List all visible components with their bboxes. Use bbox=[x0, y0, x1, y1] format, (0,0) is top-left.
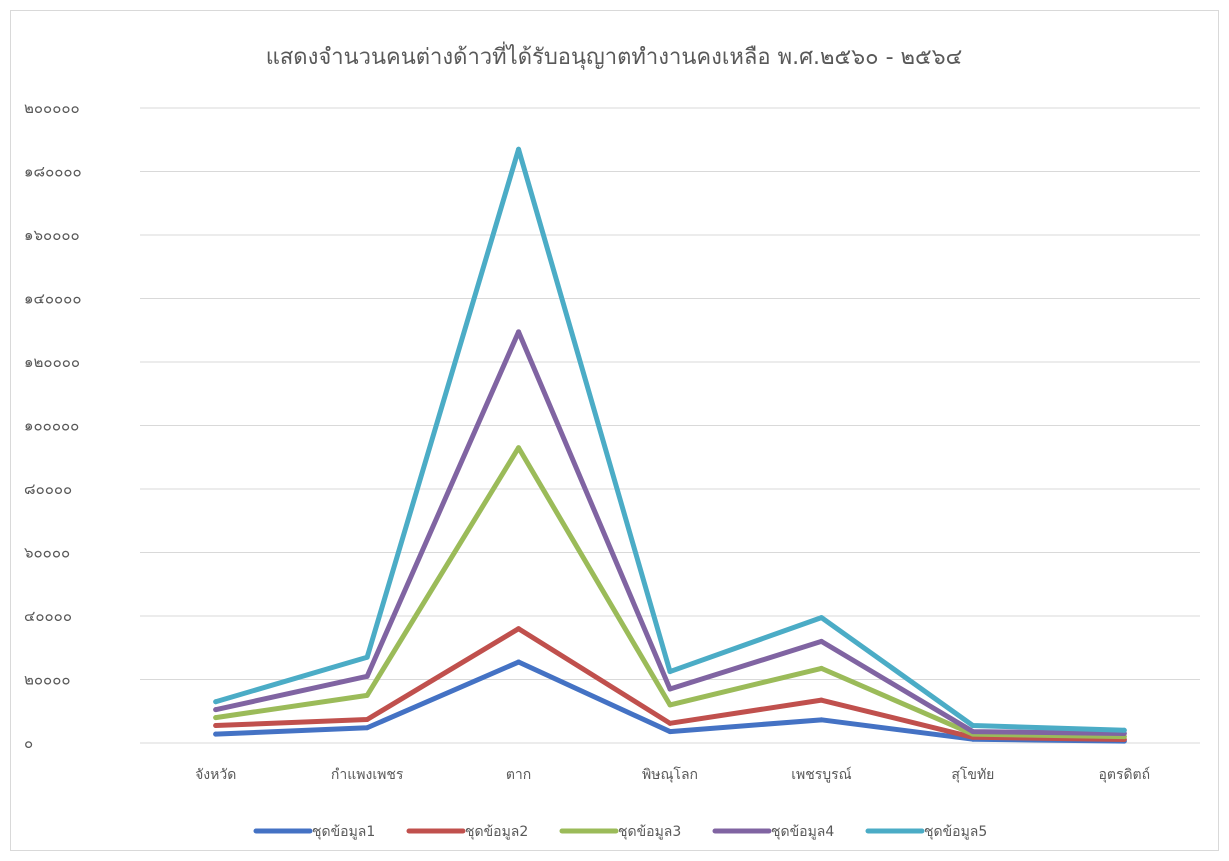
legend-item-4: ชุดข้อมูล4 bbox=[712, 824, 834, 840]
x-tick-label: จังหวัด bbox=[195, 767, 236, 783]
data-point bbox=[667, 720, 673, 726]
legend-item-3: ชุดข้อมูล3 bbox=[559, 824, 681, 840]
data-point bbox=[213, 699, 219, 705]
data-point bbox=[667, 729, 673, 735]
y-tick-label: ๘๐๐๐๐ bbox=[24, 480, 72, 498]
data-point bbox=[667, 702, 673, 708]
chart-title: แสดงจำนวนคนต่างด้าวที่ได้รับอนุญาตทำงานค… bbox=[266, 41, 963, 70]
legend-label: ชุดข้อมูล5 bbox=[924, 824, 987, 840]
y-tick-label: ๔๐๐๐๐ bbox=[24, 607, 72, 625]
y-tick-label: ๑๘๐๐๐๐ bbox=[24, 163, 82, 181]
data-point bbox=[516, 445, 522, 451]
data-point bbox=[1121, 727, 1127, 733]
data-point bbox=[213, 723, 219, 729]
data-point bbox=[667, 686, 673, 692]
x-tick-label: เพชรบูรณ์ bbox=[791, 766, 851, 783]
legend-label: ชุดข้อมูล2 bbox=[465, 824, 528, 840]
data-point bbox=[364, 692, 370, 698]
x-tick-label: สุโขทัย bbox=[951, 766, 994, 783]
y-tick-label: ๐ bbox=[24, 734, 33, 752]
data-point bbox=[213, 731, 219, 737]
y-tick-label: ๑๖๐๐๐๐ bbox=[24, 226, 80, 244]
series-line-3 bbox=[213, 445, 1127, 740]
chart-frame bbox=[10, 10, 1219, 851]
series-line-5 bbox=[213, 146, 1127, 733]
x-tick-label: กำแพงเพชร bbox=[331, 767, 404, 783]
data-point bbox=[516, 146, 522, 152]
legend-label: ชุดข้อมูล3 bbox=[618, 824, 681, 840]
data-point bbox=[364, 673, 370, 679]
data-point bbox=[364, 717, 370, 723]
data-point bbox=[970, 723, 976, 729]
data-point bbox=[970, 729, 976, 735]
y-tick-label: ๑๒๐๐๐๐ bbox=[24, 353, 80, 371]
data-point bbox=[364, 654, 370, 660]
data-point bbox=[818, 717, 824, 723]
y-tick-label: ๒๐๐๐๐๐ bbox=[24, 99, 80, 117]
y-tick-label: ๑๐๐๐๐๐ bbox=[24, 417, 79, 435]
legend: ชุดข้อมูล1 ชุดข้อมูล2 ชุดข้อมูล3 ชุดข้อมูล4… bbox=[253, 824, 987, 840]
gridlines bbox=[140, 107, 1200, 744]
x-tick-label: อุตรดิตถ์ bbox=[1098, 766, 1150, 783]
x-tick-label: พิษณุโลก bbox=[642, 766, 698, 783]
data-point bbox=[818, 615, 824, 621]
y-tick-label: ๖๐๐๐๐ bbox=[24, 544, 70, 562]
data-point bbox=[516, 659, 522, 665]
y-tick-label: ๒๐๐๐๐ bbox=[24, 671, 71, 689]
data-point bbox=[516, 329, 522, 335]
x-axis: จังหวัด กำแพงเพชร ตาก พิษณุโลก เพชรบูรณ์ สุโข… bbox=[195, 766, 1150, 783]
data-point bbox=[818, 697, 824, 703]
legend-item-2: ชุดข้อมูล2 bbox=[406, 824, 528, 840]
legend-label: ชุดข้อมูล1 bbox=[312, 824, 375, 840]
y-tick-label: ๑๔๐๐๐๐ bbox=[24, 290, 82, 308]
x-tick-label: ตาก bbox=[506, 767, 531, 783]
legend-label: ชุดข้อมูล4 bbox=[771, 824, 834, 840]
data-point bbox=[516, 626, 522, 632]
legend-item-1: ชุดข้อมูล1 bbox=[253, 824, 375, 840]
data-point bbox=[818, 665, 824, 671]
data-point bbox=[667, 669, 673, 675]
series-lines bbox=[213, 146, 1127, 744]
data-point bbox=[364, 725, 370, 731]
legend-item-5: ชุดข้อมูล5 bbox=[865, 824, 987, 840]
data-point bbox=[213, 707, 219, 713]
data-point bbox=[818, 638, 824, 644]
y-axis: ๐ ๒๐๐๐๐ ๔๐๐๐๐ ๖๐๐๐๐ ๘๐๐๐๐ ๑๐๐๐๐๐ ๑๒๐๐๐๐ ๑๔๐๐๐๐ ๑… bbox=[24, 99, 82, 752]
data-point bbox=[213, 715, 219, 721]
